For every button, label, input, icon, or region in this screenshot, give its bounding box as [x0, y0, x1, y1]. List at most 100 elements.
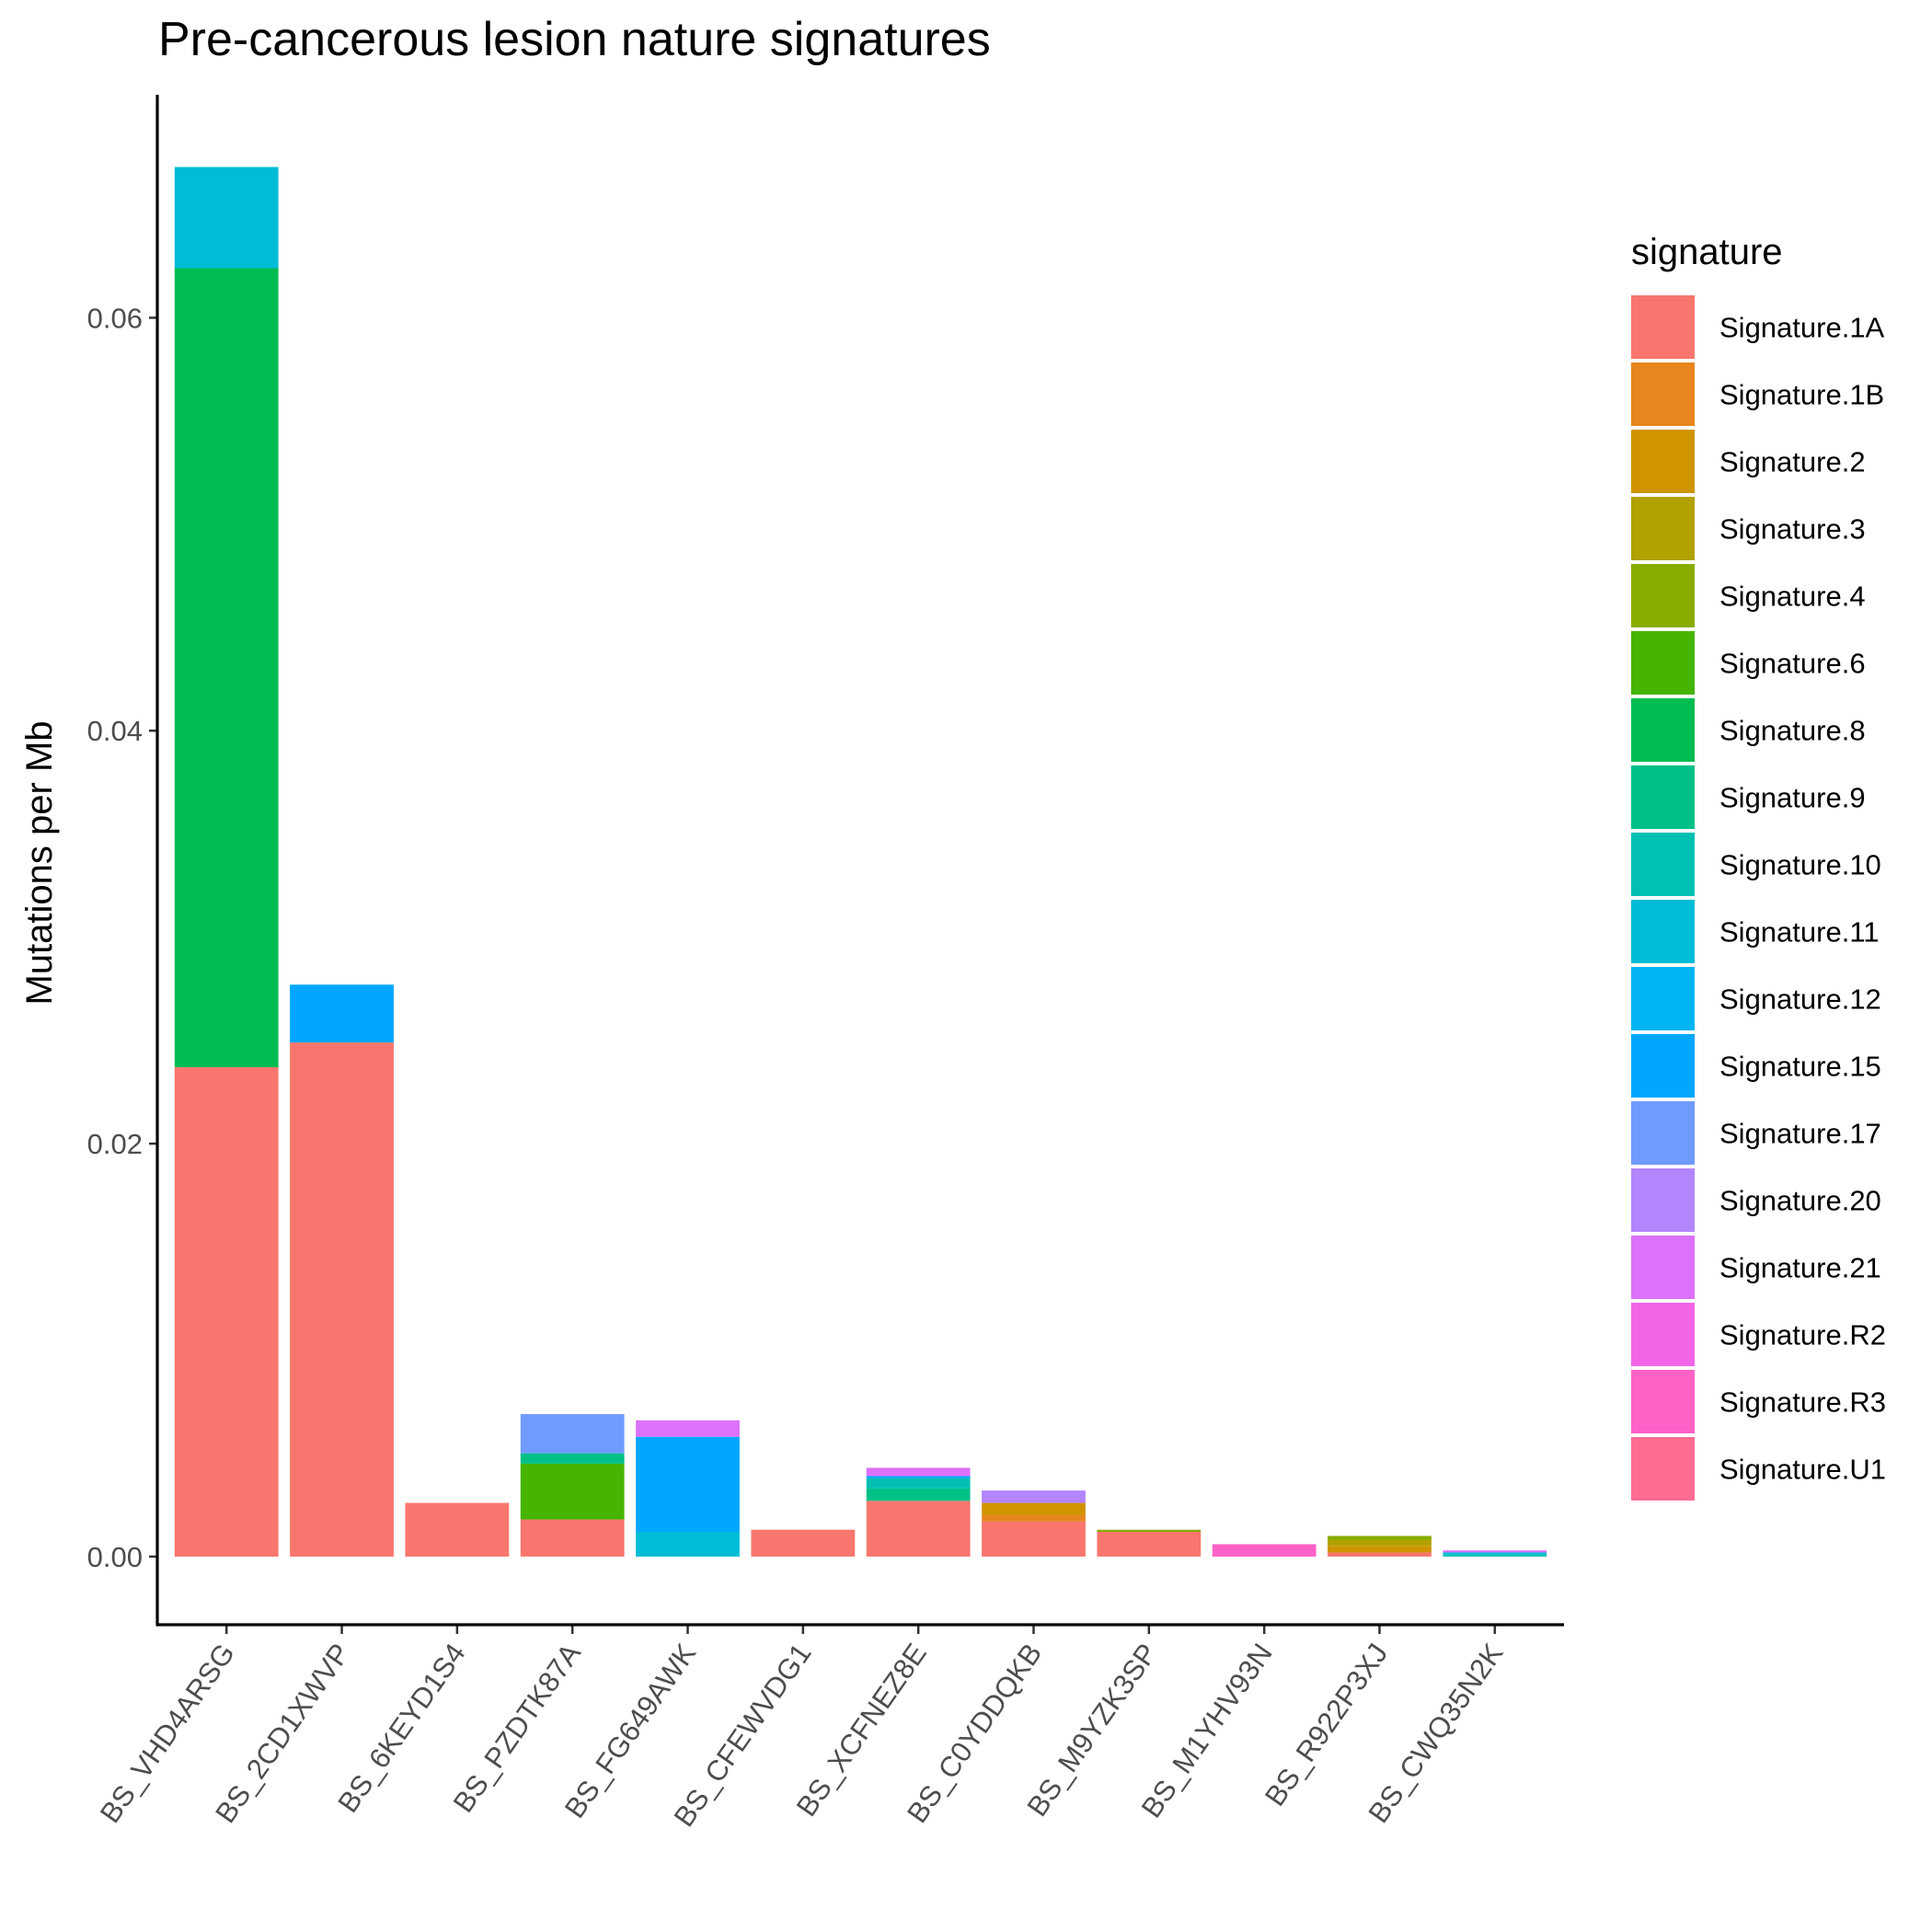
y-axis-ticks: 0.00 0.02 0.04 0.06 [87, 302, 157, 1573]
legend-label: Signature.4 [1719, 581, 1866, 613]
y-tick-label: 0.06 [87, 302, 143, 334]
bar-segment-signature-21 [866, 1467, 971, 1477]
bar-segment-signature-2 [982, 1502, 1086, 1516]
legend-item: Signature.1A [1631, 295, 1885, 359]
bar-segment-signature-1b [982, 1515, 1086, 1522]
x-tick-label: BS_PZDTK87A [447, 1638, 587, 1819]
legend-label: Signature.6 [1719, 648, 1866, 680]
legend-label: Signature.1A [1719, 312, 1885, 344]
bar-segment-signature-3 [1328, 1539, 1432, 1547]
bar-segment-signature-10 [866, 1478, 971, 1489]
legend-swatch [1631, 295, 1695, 359]
bar-segment-signature-1a [982, 1521, 1086, 1557]
legend-label: Signature.1B [1719, 379, 1884, 411]
bar-segment-signature-15 [866, 1476, 971, 1478]
y-axis-title: Mutations per Mb [19, 720, 60, 1005]
bar-segment-signature-10 [1443, 1554, 1547, 1557]
bar-segment-signature-4 [1328, 1535, 1432, 1540]
legend-label: Signature.15 [1719, 1051, 1881, 1083]
bar-segment-signature-1a [405, 1502, 510, 1557]
x-axis-ticks: BS_VHD4ARSGBS_2CD1XWVPBS_6KEYD1S4BS_PZDT… [94, 1625, 1510, 1833]
legend-swatch [1631, 497, 1695, 560]
bar-segment-signature-1a [751, 1529, 856, 1557]
legend-swatch [1631, 1034, 1695, 1098]
legend-item: Signature.R3 [1631, 1370, 1886, 1433]
legend-label: Signature.21 [1719, 1252, 1881, 1284]
legend-item: Signature.21 [1631, 1236, 1881, 1299]
bar-segment-signature-6 [520, 1463, 625, 1520]
legend-swatch [1631, 564, 1695, 627]
legend-swatch [1631, 430, 1695, 493]
legend-swatch [1631, 765, 1695, 829]
legend-label: Signature.8 [1719, 715, 1866, 747]
chart-title: Pre-cancerous lesion nature signatures [158, 13, 991, 66]
legend-label: Signature.U1 [1719, 1454, 1886, 1486]
legend: signature Signature.1A Signature.1B Signat… [1631, 232, 1886, 1501]
bar-segment-signature-1a [1328, 1552, 1432, 1557]
bar-segment-signature-21 [636, 1420, 740, 1437]
bar-segment-signature-1a [520, 1519, 625, 1557]
bar-segment-signature-11 [1443, 1552, 1547, 1555]
legend-item: Signature.6 [1631, 631, 1866, 695]
bar-segment-signature-15 [290, 984, 394, 1043]
bar-segment-signature-11 [636, 1532, 740, 1557]
bar-segment-signature-1a [866, 1501, 971, 1557]
y-tick-label: 0.02 [87, 1128, 143, 1160]
bar-segment-signature-9 [866, 1488, 971, 1501]
legend-swatch [1631, 1303, 1695, 1366]
legend-item: Signature.R2 [1631, 1303, 1886, 1366]
legend-item: Signature.17 [1631, 1101, 1881, 1165]
x-tick-label: BS_R922P3XJ [1259, 1638, 1394, 1811]
legend-item: Signature.20 [1631, 1168, 1881, 1232]
legend-label: Signature.3 [1719, 513, 1866, 546]
bar-segment-signature-1a [290, 1042, 394, 1557]
bars-group [174, 167, 1547, 1557]
legend-swatch [1631, 1101, 1695, 1165]
legend-swatch [1631, 1370, 1695, 1433]
legend-swatch [1631, 1437, 1695, 1501]
legend-item: Signature.12 [1631, 967, 1881, 1030]
bar-segment-signature-8 [174, 268, 279, 1068]
legend-swatch [1631, 1168, 1695, 1232]
legend-item: Signature.10 [1631, 833, 1881, 896]
legend-label: Signature.9 [1719, 782, 1866, 814]
legend-swatch [1631, 1236, 1695, 1299]
legend-label: Signature.2 [1719, 446, 1866, 478]
legend-swatch [1631, 967, 1695, 1030]
bar-segment-signature-1a [1097, 1532, 1202, 1557]
bar-segment-signature-11 [174, 167, 279, 269]
legend-item: Signature.1B [1631, 362, 1884, 426]
legend-label: Signature.R2 [1719, 1319, 1886, 1351]
y-tick-label: 0.00 [87, 1541, 143, 1573]
bar-segment-signature-15 [636, 1436, 740, 1533]
legend-item: Signature.4 [1631, 564, 1866, 627]
legend-label: Signature.12 [1719, 983, 1881, 1016]
bar-segment-signature-r3 [1212, 1544, 1317, 1557]
legend-item: Signature.U1 [1631, 1437, 1886, 1501]
legend-title: signature [1631, 232, 1783, 272]
bar-segment-signature-20 [982, 1490, 1086, 1503]
bar-segment-signature-17 [520, 1414, 625, 1454]
legend-item: Signature.15 [1631, 1034, 1881, 1098]
legend-swatch [1631, 362, 1695, 426]
legend-label: Signature.17 [1719, 1118, 1881, 1150]
legend-item: Signature.9 [1631, 765, 1866, 829]
bar-segment-signature-4 [1097, 1529, 1202, 1533]
bar-segment-signature-9 [520, 1453, 625, 1464]
legend-swatch [1631, 833, 1695, 896]
legend-swatch [1631, 631, 1695, 695]
x-tick-label: BS_6KEYD1S4 [331, 1638, 471, 1819]
legend-label: Signature.10 [1719, 849, 1881, 881]
legend-item: Signature.11 [1631, 900, 1880, 963]
bar-segment-signature-1a [174, 1067, 279, 1557]
legend-item: Signature.2 [1631, 430, 1866, 493]
legend-label: Signature.20 [1719, 1185, 1881, 1217]
bar-segment-signature-2 [1328, 1546, 1432, 1553]
y-tick-label: 0.04 [87, 715, 143, 747]
legend-item: Signature.3 [1631, 497, 1866, 560]
legend-label: Signature.R3 [1719, 1386, 1886, 1419]
legend-item: Signature.8 [1631, 698, 1866, 762]
legend-swatch [1631, 698, 1695, 762]
legend-swatch [1631, 900, 1695, 963]
